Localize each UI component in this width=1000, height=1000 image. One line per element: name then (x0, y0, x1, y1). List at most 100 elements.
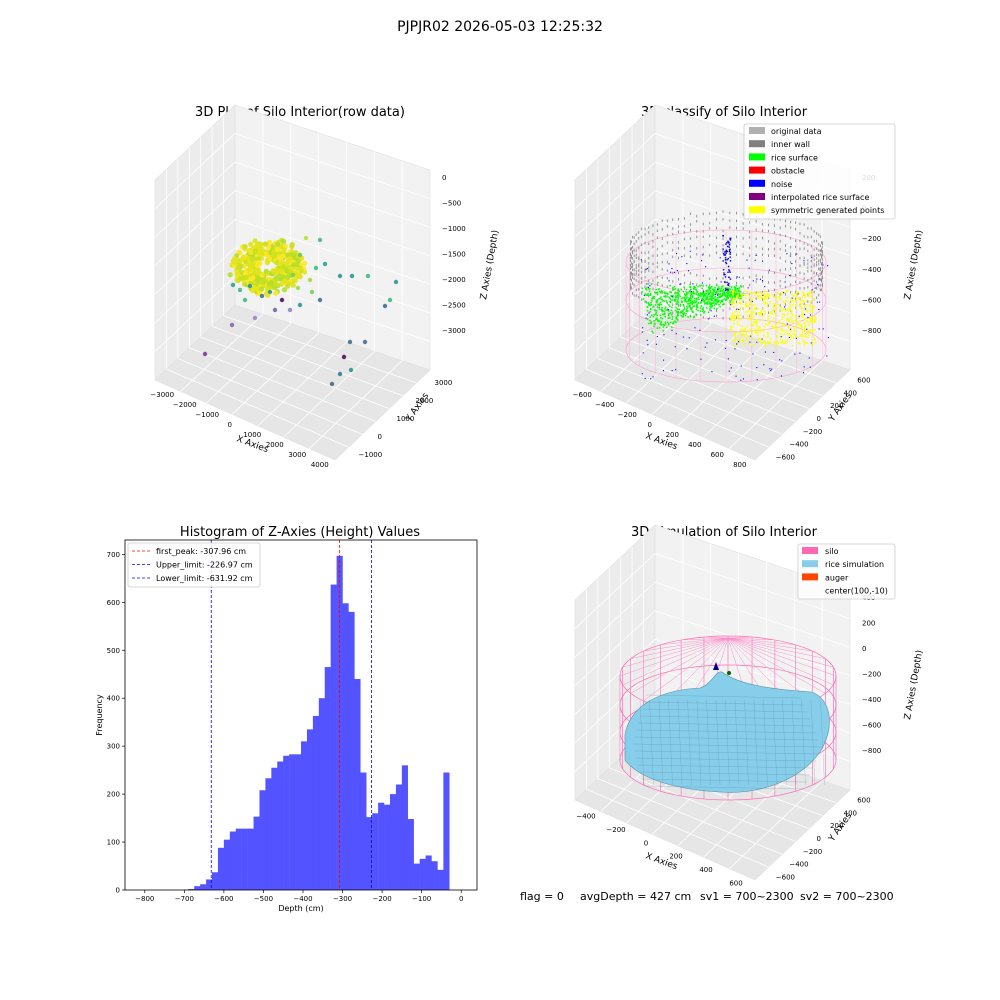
raw-point (284, 261, 290, 267)
footer-sv1: sv1 = 700~2300 (700, 890, 794, 903)
histogram-bar (425, 855, 432, 890)
raw-point (272, 307, 278, 313)
simulation-plot-ytick: −400 (789, 861, 808, 869)
histogram-bar (217, 847, 225, 890)
raw-plot-xtick: 4000 (311, 461, 329, 469)
histogram-bar (360, 772, 367, 890)
raw-point (281, 238, 287, 245)
histogram-bar (372, 813, 379, 890)
histogram-bar (384, 804, 391, 890)
histogram-bar (407, 819, 414, 890)
rice-surface-points (641, 281, 745, 334)
simulation-plot-ztick: 200 (862, 620, 875, 628)
raw-point (243, 274, 249, 281)
histogram-legend: first_peak: -307.96 cm Upper_limit: -226.… (127, 542, 261, 588)
raw-point (269, 279, 275, 285)
raw-point (254, 262, 260, 269)
classify-plot-xtick: −400 (595, 401, 614, 409)
simulation-plot-ytick: 0 (817, 835, 821, 843)
raw-point (337, 273, 343, 279)
classify-legend: original data inner wall rice surface obsta… (743, 123, 896, 220)
raw-point (252, 248, 258, 254)
raw-point (273, 290, 279, 296)
raw-point (267, 289, 273, 295)
simulation-plot-xtick: 400 (699, 866, 712, 874)
footer-status: flag = 0 avgDepth = 427 cm sv1 = 700~230… (520, 890, 894, 903)
classify-plot-ytick: −400 (789, 441, 808, 449)
simulation-plot-ztick: −400 (862, 696, 881, 704)
histogram-ytick: 500 (107, 647, 120, 655)
classify-legend-swatch (749, 166, 765, 174)
histogram-bar (289, 754, 296, 890)
histogram-bar (194, 886, 201, 890)
histogram-bar (324, 667, 331, 890)
histogram-bar (443, 772, 450, 890)
raw-plot-xtick: 1000 (243, 431, 261, 439)
raw-plot-ytick: 1000 (397, 415, 415, 423)
raw-point (322, 261, 328, 267)
raw-point (313, 265, 319, 271)
histogram-xtick: −800 (135, 895, 154, 903)
classify-plot-ztick: −600 (862, 296, 881, 304)
noise-points (640, 235, 829, 381)
raw-point (258, 279, 265, 285)
classify-plot-ztick: −800 (862, 327, 881, 335)
simulation-legend-label: center(100,-10) (825, 587, 888, 596)
raw-point (246, 267, 253, 273)
histogram-bar (206, 879, 213, 890)
histogram-xtick: −400 (293, 895, 312, 903)
symmetric-generated-points (730, 290, 817, 347)
raw-point (254, 277, 260, 283)
histogram-bar (312, 715, 319, 890)
raw-plot-ytick: −1000 (359, 451, 383, 459)
simulation-plot-zlabel: Z Axies (Depth) (903, 649, 925, 720)
auger-marker (727, 671, 731, 675)
raw-point (247, 283, 253, 289)
classify-plot-ztick: −400 (862, 266, 881, 274)
histogram-legend-label: Upper_limit: -226.97 cm (156, 561, 253, 570)
raw-point (337, 371, 343, 377)
histogram-bar (229, 831, 236, 890)
raw-point (285, 283, 291, 289)
raw-point (295, 285, 301, 291)
raw-point (309, 289, 315, 295)
raw-point (279, 297, 285, 303)
histogram-bar (378, 802, 385, 890)
raw-plot-xtick: −3000 (150, 391, 174, 399)
classify-plot-xtick: 200 (666, 431, 679, 439)
histogram-xtick: −600 (214, 895, 233, 903)
simulation-plot-xtick: 200 (669, 853, 682, 861)
raw-point (202, 351, 208, 357)
histogram-bar (413, 863, 420, 890)
simulation-plot-ztick: −600 (862, 722, 881, 730)
raw-point (273, 275, 279, 281)
classify-legend-label: obstacle (771, 167, 805, 176)
classify-plot-ytick: −600 (776, 454, 795, 462)
raw-point (263, 268, 269, 274)
classify-legend-swatch (749, 206, 765, 214)
histogram-bar (395, 784, 403, 890)
raw-point (317, 297, 323, 303)
raw-point (282, 278, 288, 284)
raw-point (231, 259, 237, 265)
classify-plot-xtick: −200 (618, 411, 637, 419)
footer-avg-depth: avgDepth = 427 cm (580, 890, 691, 903)
raw-point (240, 256, 246, 262)
histogram-bar (318, 698, 325, 890)
classify-3d-plot: 3D classify of Silo Interior −600−400−20… (573, 104, 925, 469)
histogram-bar (401, 765, 408, 890)
raw-point (254, 285, 260, 291)
raw-point (297, 302, 303, 308)
histogram-bar (389, 794, 397, 890)
raw-plot-xtick: 0 (228, 421, 232, 429)
classify-legend-label: interpolated rice surface (771, 193, 869, 202)
raw-point (270, 268, 276, 274)
classify-plot-xtick: 0 (648, 421, 652, 429)
raw-point (365, 273, 371, 279)
raw-point (248, 276, 254, 282)
classify-legend-swatch (749, 140, 765, 148)
raw-point (362, 339, 368, 345)
simulation-plot-ytick: −200 (803, 848, 822, 856)
raw-point (242, 244, 248, 250)
histogram-legend-label: first_peak: -307.96 cm (156, 547, 246, 556)
